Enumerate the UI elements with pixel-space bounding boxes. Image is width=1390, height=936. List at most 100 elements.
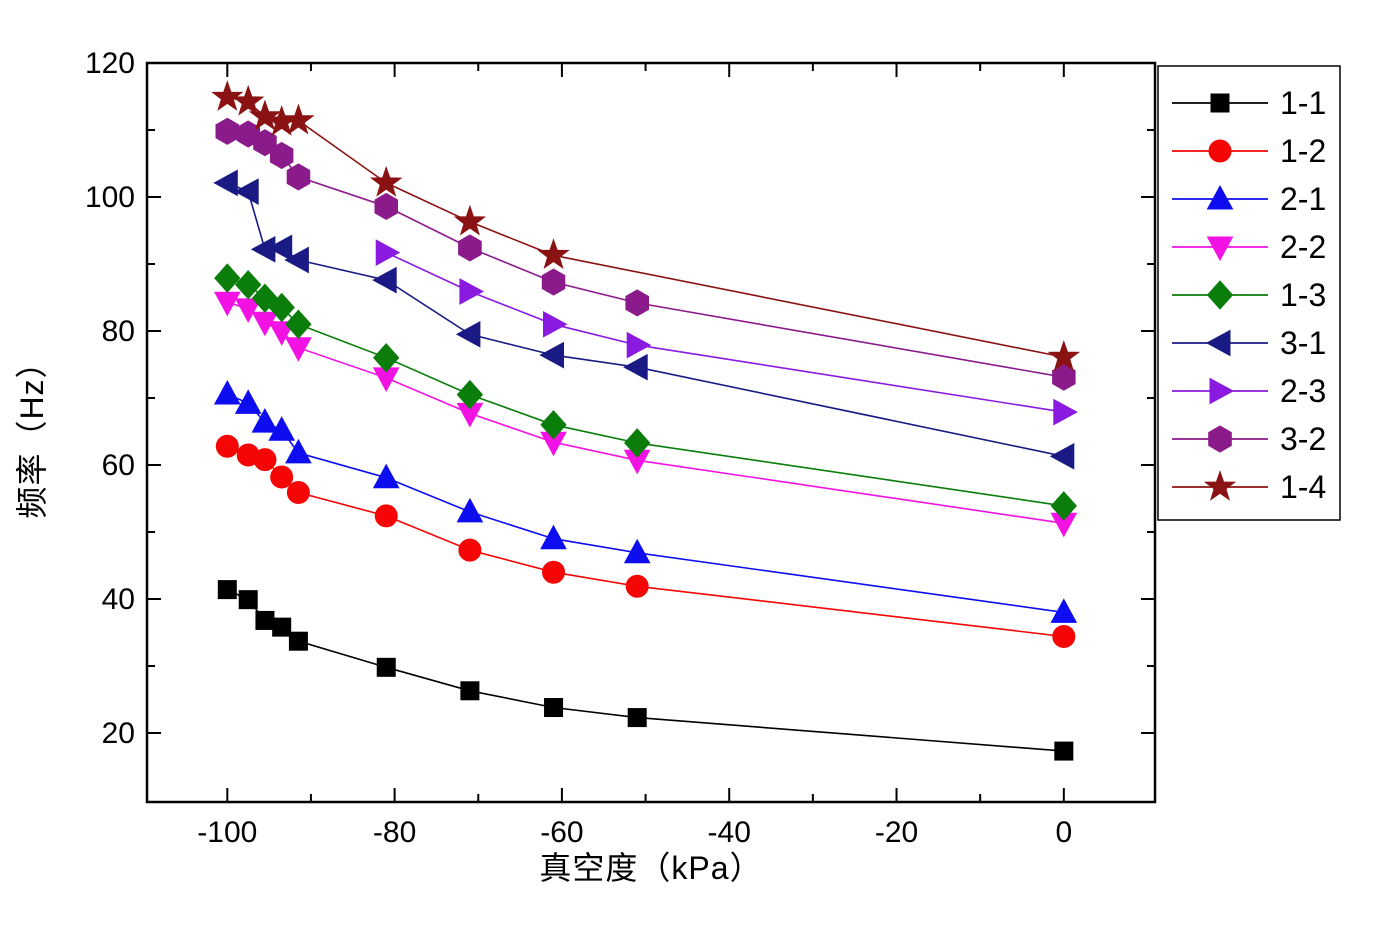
data-point-marker (282, 103, 315, 135)
data-point-marker (253, 448, 277, 472)
data-point-marker (626, 331, 652, 359)
data-point-marker (540, 410, 567, 440)
data-point-marker (272, 617, 292, 637)
data-point-marker (238, 590, 258, 610)
series-1-4 (211, 80, 1081, 371)
data-point-marker (267, 234, 293, 262)
data-point-marker (284, 246, 309, 274)
data-point-marker (373, 343, 400, 373)
legend: 1-1 1-2 2-1 2-2 1-3 3-1 2-3 3-2 1-4 (1157, 65, 1341, 521)
data-point-marker (235, 270, 262, 300)
data-point-marker (213, 291, 241, 317)
y-axis-title: 频率（Hz） (14, 345, 50, 519)
data-point-marker (285, 309, 312, 340)
series-line (227, 301, 1064, 525)
data-point-marker (374, 504, 398, 528)
x-tick-label: 0 (1055, 816, 1072, 849)
data-point-marker (623, 353, 648, 381)
data-point-marker (376, 657, 396, 677)
data-point-marker (1209, 377, 1235, 405)
x-tick-label: -40 (708, 816, 751, 849)
y-tick-label: 120 (85, 47, 135, 80)
legend-item-1-4: 1-4 (1172, 469, 1326, 505)
data-point-marker (248, 99, 282, 131)
data-point-marker (539, 341, 564, 369)
data-point-marker (372, 266, 397, 294)
data-point-marker (540, 524, 567, 550)
series-1-2 (215, 434, 1076, 649)
legend-item-1-3: 1-3 (1172, 277, 1326, 313)
data-point-marker (214, 263, 241, 293)
legend-label: 1-3 (1280, 277, 1326, 313)
data-point-marker (1208, 425, 1232, 453)
data-point-marker (456, 497, 484, 523)
data-point-marker (541, 268, 566, 296)
legend-box (1157, 65, 1341, 521)
legend-item-2-2: 2-2 (1172, 229, 1326, 265)
data-point-marker (285, 438, 312, 464)
data-point-marker (1052, 363, 1076, 391)
legend-label: 3-1 (1280, 325, 1326, 361)
data-point-marker (1053, 398, 1078, 426)
data-point-marker (458, 538, 482, 562)
legend-item-3-1: 3-1 (1172, 325, 1326, 361)
legend-item-3-2: 3-2 (1172, 421, 1326, 457)
data-point-marker (1052, 625, 1076, 649)
data-point-marker (543, 310, 568, 338)
series-3-1 (213, 169, 1075, 470)
legend-label: 2-1 (1280, 181, 1326, 217)
legend-label: 1-2 (1280, 133, 1326, 169)
data-point-marker (234, 389, 262, 414)
data-point-marker (255, 610, 275, 630)
data-point-marker (1206, 184, 1234, 210)
data-point-marker (1206, 236, 1234, 262)
data-point-marker (213, 169, 238, 197)
legend-item-1-1: 1-1 (1172, 85, 1326, 121)
y-tick-label: 60 (102, 449, 135, 482)
series-line (227, 277, 1064, 507)
data-point-marker (213, 379, 241, 405)
data-point-marker (1050, 491, 1077, 521)
data-point-marker (460, 681, 480, 701)
legend-label: 2-2 (1280, 229, 1326, 265)
x-axis-title: 真空度（kPa） (539, 850, 763, 886)
data-point-marker (375, 239, 401, 266)
data-point-marker (1050, 598, 1078, 623)
data-point-marker (456, 379, 484, 410)
data-point-marker (625, 289, 649, 317)
y-tick-label: 80 (102, 315, 135, 348)
series-3-2 (215, 117, 1076, 391)
plot-frame (145, 61, 1157, 804)
y-tick-label: 20 (102, 717, 135, 750)
data-point-marker (1210, 93, 1230, 113)
series-line (227, 130, 1064, 378)
data-point-marker (1047, 340, 1081, 371)
data-point-marker (251, 408, 279, 433)
series-2-3 (375, 239, 1078, 426)
series-line (385, 251, 1064, 413)
data-point-marker (217, 580, 237, 600)
data-point-marker (537, 238, 570, 270)
series-2-1 (213, 379, 1078, 623)
data-point-marker (1203, 469, 1237, 501)
legend-item-2-3: 2-3 (1172, 373, 1326, 409)
series-1-1 (217, 580, 1074, 761)
data-point-marker (234, 178, 259, 205)
x-tick-label: -100 (197, 816, 257, 849)
data-point-marker (458, 234, 482, 262)
x-tick-label: -80 (373, 816, 416, 849)
data-point-marker (1206, 280, 1234, 310)
data-point-marker (625, 574, 649, 598)
x-tick-label: -60 (540, 816, 583, 849)
data-point-marker (286, 480, 310, 504)
data-point-marker (455, 320, 481, 348)
data-point-marker (542, 560, 566, 584)
legend-label: 3-2 (1280, 421, 1326, 457)
axes: -100 -80 -60 -40 -20 0 20 40 60 80 100 120 (85, 47, 1157, 849)
data-point-marker (459, 278, 484, 305)
series-line (226, 588, 1064, 752)
data-point-marker (453, 204, 487, 236)
data-point-marker (370, 165, 403, 197)
